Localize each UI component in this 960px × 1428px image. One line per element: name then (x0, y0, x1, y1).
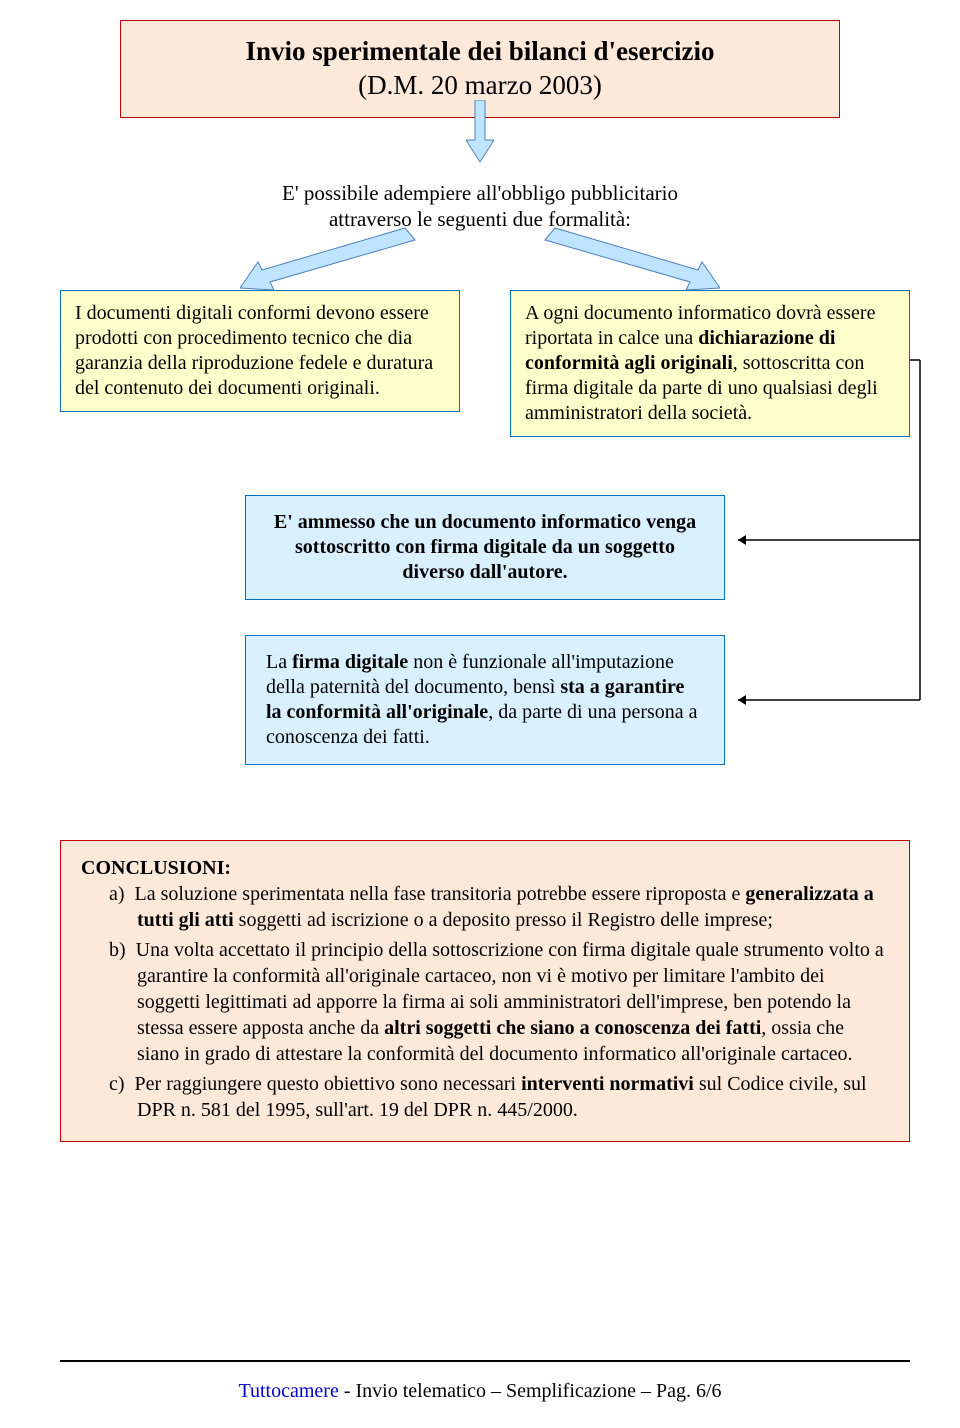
title-box: Invio sperimentale dei bilanci d'eserciz… (120, 20, 840, 118)
conclusion-b: b) Una volta accettato il principio dell… (109, 937, 889, 1067)
blue2-pre: La (266, 651, 292, 673)
blue1-text: E' ammesso che un documento informatico … (274, 511, 696, 583)
footer-part2: - Invio telematico – Semplificazione – P… (339, 1380, 722, 1402)
c-pre: Per raggiungere questo obiettivo sono ne… (135, 1073, 522, 1095)
a-label: a) (109, 883, 125, 905)
left-yellow-box: I documenti digitali conformi devono ess… (60, 290, 460, 412)
b-label: b) (109, 939, 126, 961)
footer-ruler (60, 1360, 910, 1362)
title-line2: (D.M. 20 marzo 2003) (358, 70, 602, 100)
conclusions-heading: CONCLUSIONI: (81, 857, 231, 879)
footer-part1: Tuttocamere (238, 1380, 338, 1402)
conclusions-box: CONCLUSIONI: a) La soluzione sperimentat… (60, 840, 910, 1142)
c-label: c) (109, 1073, 125, 1095)
c-bold: interventi normativi (521, 1073, 694, 1095)
left-box-text: I documenti digitali conformi devono ess… (75, 302, 433, 399)
title-line1: Invio sperimentale dei bilanci d'eserciz… (246, 36, 715, 66)
blue-box-ammesso: E' ammesso che un documento informatico … (245, 495, 725, 600)
obbligo-line1: E' possibile adempiere all'obbligo pubbl… (282, 181, 678, 205)
a-post: soggetti ad iscrizione o a deposito pres… (234, 909, 773, 931)
obbligo-line2: attraverso le seguenti due formalità: (329, 207, 631, 231)
blue2-b1: firma digitale (292, 651, 408, 673)
a-pre: La soluzione sperimentata nella fase tra… (135, 883, 746, 905)
blue-box-firma: La firma digitale non è funzionale all'i… (245, 635, 725, 765)
obbligo-text: E' possibile adempiere all'obbligo pubbl… (220, 172, 740, 241)
conclusion-c: c) Per raggiungere questo obiettivo sono… (109, 1071, 889, 1123)
b-bold: altri soggetti che siano a conoscenza de… (384, 1017, 761, 1039)
right-yellow-box: A ogni documento informatico dovrà esser… (510, 290, 910, 437)
footer-text: Tuttocamere - Invio telematico – Semplif… (0, 1380, 960, 1403)
conclusion-a: a) La soluzione sperimentata nella fase … (109, 881, 889, 933)
